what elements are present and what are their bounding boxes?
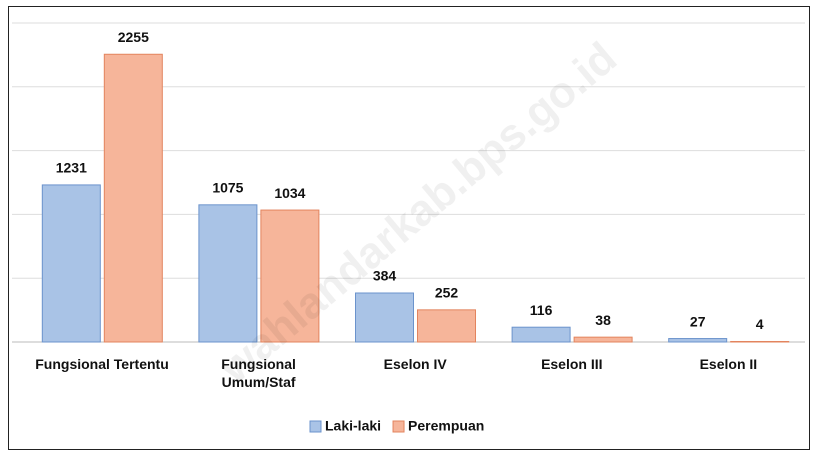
- x-tick-label: Fungsional Umum/Staf: [221, 356, 296, 390]
- data-label: 2255: [118, 29, 149, 45]
- bar: [103, 53, 163, 343]
- bar: [260, 209, 320, 343]
- data-label: 27: [690, 313, 706, 329]
- x-tick-label: Fungsional Tertentu: [35, 356, 169, 372]
- bar: [198, 204, 258, 343]
- legend-swatch: [392, 420, 405, 433]
- x-tick-label: Eselon IV: [383, 356, 447, 372]
- bar: [41, 184, 101, 343]
- legend-swatch: [309, 420, 322, 433]
- data-label: 384: [373, 268, 397, 284]
- bar: [730, 340, 790, 343]
- data-label: 4: [756, 316, 764, 332]
- bar: [668, 338, 728, 343]
- legend-label: Laki-laki: [325, 418, 381, 434]
- legend-label: Perempuan: [408, 418, 484, 434]
- bar: [573, 336, 633, 343]
- data-label: 1075: [212, 180, 243, 196]
- data-label: 116: [530, 302, 553, 318]
- data-label: 1034: [274, 185, 305, 201]
- data-label: 38: [595, 312, 611, 328]
- bar: [511, 326, 571, 343]
- data-label: 252: [435, 285, 459, 301]
- x-tick-label: Eselon II: [699, 356, 758, 372]
- bar: [417, 309, 476, 343]
- data-label: 1231: [56, 160, 87, 176]
- bar: [355, 292, 414, 343]
- x-tick-label: Eselon III: [541, 356, 603, 372]
